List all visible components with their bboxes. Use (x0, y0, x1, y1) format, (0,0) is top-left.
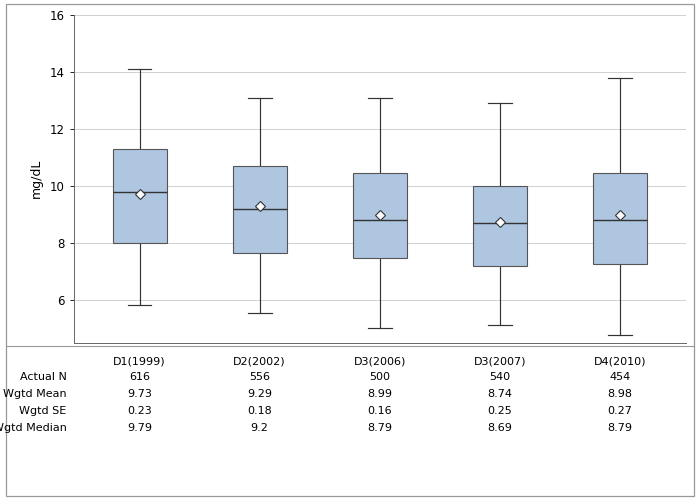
Text: 8.79: 8.79 (608, 423, 632, 433)
Bar (353, 173, 407, 258)
Text: 556: 556 (249, 372, 270, 382)
Text: 500: 500 (370, 372, 391, 382)
Text: D2(2002): D2(2002) (233, 356, 286, 366)
Text: 9.2: 9.2 (251, 423, 269, 433)
Text: 540: 540 (489, 372, 510, 382)
Text: 8.79: 8.79 (368, 423, 392, 433)
Text: Wgtd Mean: Wgtd Mean (3, 389, 66, 399)
Text: D4(2010): D4(2010) (594, 356, 646, 366)
Text: 0.23: 0.23 (127, 406, 152, 416)
Text: 9.29: 9.29 (247, 389, 272, 399)
Bar (113, 149, 167, 243)
Text: 454: 454 (609, 372, 631, 382)
Text: 0.16: 0.16 (368, 406, 392, 416)
Bar (473, 186, 527, 266)
Y-axis label: mg/dL: mg/dL (29, 159, 43, 198)
Text: D3(2006): D3(2006) (354, 356, 406, 366)
Text: D3(2007): D3(2007) (474, 356, 526, 366)
Text: Wgtd SE: Wgtd SE (20, 406, 66, 416)
Text: 0.18: 0.18 (247, 406, 272, 416)
Text: 9.73: 9.73 (127, 389, 152, 399)
Bar (232, 166, 287, 253)
Text: 0.25: 0.25 (487, 406, 512, 416)
Text: Wgtd Median: Wgtd Median (0, 423, 66, 433)
Text: 9.79: 9.79 (127, 423, 152, 433)
Bar (593, 173, 647, 264)
Text: 616: 616 (129, 372, 150, 382)
Text: 8.74: 8.74 (487, 389, 512, 399)
Text: 8.98: 8.98 (608, 389, 632, 399)
Text: D1(1999): D1(1999) (113, 356, 166, 366)
Text: 8.69: 8.69 (487, 423, 512, 433)
Text: 0.27: 0.27 (608, 406, 632, 416)
Text: Actual N: Actual N (20, 372, 66, 382)
Text: 8.99: 8.99 (368, 389, 392, 399)
